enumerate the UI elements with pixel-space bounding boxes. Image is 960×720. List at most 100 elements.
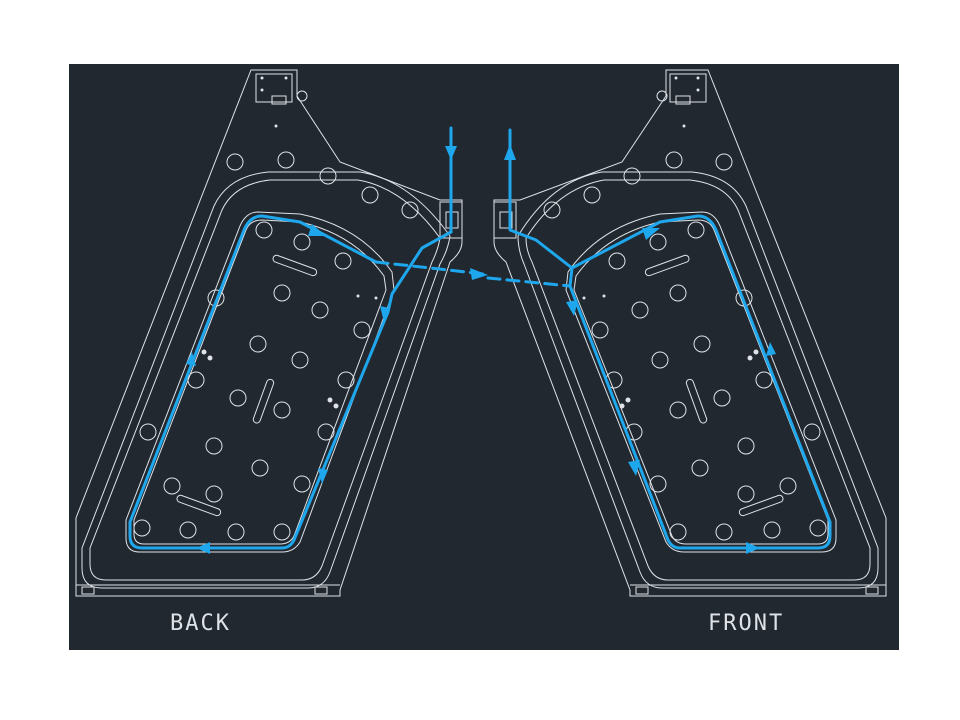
bolt-dot bbox=[696, 76, 700, 80]
front-inner-plate-inner bbox=[573, 219, 829, 545]
hole bbox=[649, 233, 667, 251]
back-loop-arrow-left bbox=[186, 352, 196, 366]
hole bbox=[291, 351, 309, 369]
back-slot-middle bbox=[252, 378, 275, 424]
bolt-dot bbox=[753, 349, 759, 355]
hole bbox=[691, 459, 709, 477]
hole bbox=[319, 167, 337, 185]
hole bbox=[337, 371, 355, 389]
front-foot-right bbox=[865, 586, 879, 595]
hole bbox=[255, 221, 273, 239]
hole bbox=[226, 153, 244, 171]
bolt-dot bbox=[356, 294, 360, 298]
hole bbox=[317, 423, 335, 441]
back-seal-groove-outer bbox=[81, 171, 451, 589]
front-loop-arrow-top bbox=[642, 228, 660, 240]
hole bbox=[163, 477, 181, 495]
hole bbox=[715, 153, 733, 171]
hole bbox=[803, 423, 821, 441]
hole bbox=[251, 459, 269, 477]
front-slot-bottom bbox=[738, 494, 784, 517]
hole bbox=[763, 521, 781, 539]
hole bbox=[665, 151, 683, 169]
front-flow-loop bbox=[568, 214, 832, 550]
bolt-dot bbox=[260, 76, 264, 80]
hole bbox=[334, 252, 352, 270]
bolt-dot bbox=[274, 124, 278, 128]
front-holes bbox=[543, 151, 827, 541]
hole bbox=[737, 437, 755, 455]
back-loop-arrow-bottom bbox=[196, 542, 210, 554]
front-seal-groove-inner bbox=[525, 179, 871, 581]
front-outlet-arrow bbox=[504, 144, 516, 160]
front-slot-top bbox=[644, 254, 690, 277]
hole bbox=[133, 519, 151, 537]
hole bbox=[273, 401, 291, 419]
front-foot-left bbox=[635, 586, 649, 595]
hole bbox=[713, 389, 731, 407]
hole bbox=[273, 284, 291, 302]
flow-paths bbox=[128, 126, 832, 554]
hole bbox=[205, 437, 223, 455]
back-slot-top bbox=[272, 254, 318, 277]
crossover-dashed-line-2 bbox=[486, 276, 572, 288]
back-holes bbox=[133, 151, 419, 541]
front-loop-arrow-lower bbox=[628, 460, 640, 476]
hole bbox=[715, 523, 733, 541]
back-foot-right bbox=[314, 586, 328, 595]
front-port-block bbox=[493, 201, 517, 239]
bolt-dot bbox=[674, 76, 678, 80]
bolt-dot bbox=[260, 88, 264, 92]
hole bbox=[755, 371, 773, 389]
back-panel-label: BACK bbox=[170, 611, 231, 636]
hole bbox=[608, 252, 626, 270]
crossover-arrow bbox=[470, 268, 488, 280]
hole bbox=[623, 167, 641, 185]
front-loop-arrow-entry bbox=[566, 300, 578, 316]
bolt-dot bbox=[625, 397, 631, 403]
back-panel bbox=[75, 69, 463, 597]
hole bbox=[401, 201, 419, 219]
hole bbox=[205, 485, 223, 503]
bolt-dot bbox=[619, 403, 625, 409]
hole bbox=[651, 351, 669, 369]
hole bbox=[543, 201, 561, 219]
hole bbox=[737, 485, 755, 503]
back-foot-left bbox=[81, 586, 95, 595]
hole bbox=[273, 523, 291, 541]
hole bbox=[693, 335, 711, 353]
back-slot-bottom bbox=[176, 494, 222, 517]
bolt-dot bbox=[696, 88, 700, 92]
bolt-dot bbox=[333, 403, 339, 409]
hole bbox=[669, 401, 687, 419]
front-panel-outline bbox=[493, 69, 887, 597]
hole bbox=[207, 289, 225, 307]
front-outlet-line bbox=[508, 128, 574, 270]
front-slot-middle bbox=[685, 378, 708, 424]
front-top-bracket bbox=[669, 73, 707, 103]
hole bbox=[179, 521, 197, 539]
back-inner-plate-inner bbox=[133, 219, 387, 545]
bolt-dot bbox=[582, 296, 586, 300]
back-feed-line bbox=[386, 230, 453, 314]
back-inlet-arrow bbox=[445, 146, 457, 160]
hole bbox=[293, 475, 311, 493]
hole bbox=[591, 321, 609, 339]
front-panel-label: FRONT bbox=[708, 611, 784, 636]
front-panel bbox=[493, 69, 887, 597]
front-loop-arrow-bottom bbox=[746, 542, 760, 554]
bolt-dot bbox=[327, 397, 333, 403]
front-inner-plate-outer bbox=[565, 211, 837, 553]
bolt-dot bbox=[201, 349, 207, 355]
bolt-dot bbox=[284, 76, 288, 80]
front-top-bracket-slot bbox=[675, 95, 691, 105]
hole bbox=[669, 523, 687, 541]
front-loop-arrow-right bbox=[766, 342, 776, 356]
bolt-dot bbox=[602, 294, 606, 298]
front-seal-groove-outer bbox=[517, 171, 879, 589]
back-loop-arrow-lower bbox=[318, 468, 328, 484]
hole bbox=[687, 221, 705, 239]
hole bbox=[353, 321, 371, 339]
hole bbox=[293, 233, 311, 251]
